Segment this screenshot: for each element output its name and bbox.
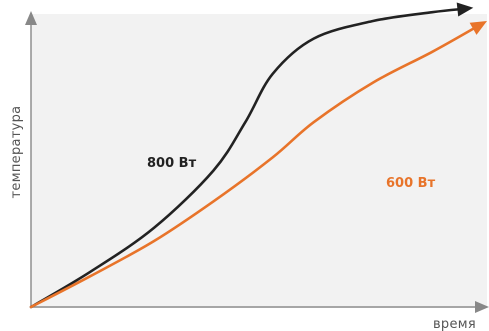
y-axis-arrow: [25, 11, 37, 25]
x-axis-arrow: [475, 301, 489, 313]
y-axis-title: температура: [9, 106, 24, 199]
series-arrowhead-0: [456, 2, 474, 17]
series-line-1: [29, 25, 479, 309]
series-arrowhead-1: [469, 21, 487, 35]
series-label-600: 600 Вт: [386, 176, 436, 191]
series-line-0: [29, 7, 464, 309]
series-label-800: 800 Вт: [147, 156, 197, 171]
x-axis-title: время: [433, 317, 476, 331]
